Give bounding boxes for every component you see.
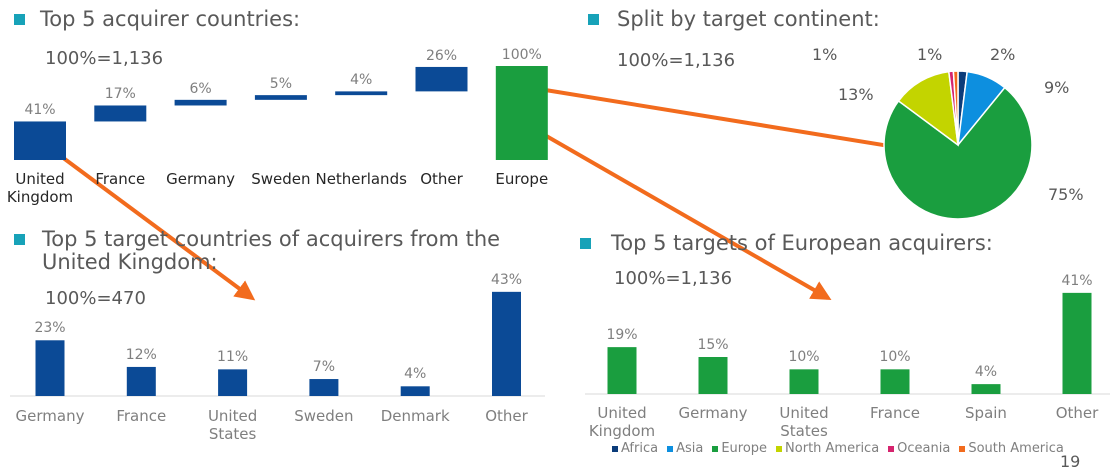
value-label: 4% [404,366,427,383]
category-label: Germany [678,404,748,422]
bullet [580,238,591,249]
legend-marker [712,446,719,452]
value-label: 23% [34,320,66,337]
value-label: 15% [697,337,729,353]
legend-marker [959,446,966,452]
bar [218,369,248,396]
chart-subtitle: 100%=470 [45,288,146,309]
value-label: 17% [104,86,136,103]
bullet [14,14,25,25]
bar [880,369,910,394]
chart-subtitle: 100%=1,136 [617,50,736,71]
pie-slice [897,70,959,147]
legend-marker [612,446,618,452]
value-label: 9% [1044,78,1070,97]
legend-label: Africa [621,441,659,456]
legend-label: North America [785,441,880,456]
chart-subtitle: 100%=1,136 [614,268,733,289]
category-label: United States [207,407,258,443]
chart-title: Top 5 target countries of acquirers from… [42,227,501,274]
category-label: France [870,404,920,422]
bar [971,384,1001,394]
chart-subtitle: 100%=1,136 [45,48,164,69]
value-label: 2% [990,45,1016,64]
chart-title: Split by target continent: [617,7,880,31]
bar [400,386,430,396]
value-label: 41% [1061,272,1093,289]
legend-label: South America [968,441,1064,456]
bar [35,340,65,396]
value-label: 75% [1048,185,1084,204]
bar [495,66,548,160]
category-label: France [116,407,167,425]
arrows [60,86,930,301]
value-label: 41% [24,102,56,119]
value-label: 13% [838,85,874,104]
value-label: 19% [606,327,638,344]
bar [126,366,156,396]
value-label: 10% [788,349,820,366]
chart-title: Top 5 targets of European acquirers: [611,231,993,255]
value-label: 43% [490,271,523,288]
category-label: Other [420,170,463,188]
pie-slice [883,86,1033,220]
value-label: 5% [269,76,292,93]
bar [789,369,819,394]
category-label: Other [1055,404,1099,422]
category-label: United States [779,404,829,440]
category-label: Spain [965,404,1007,422]
bar [335,91,388,96]
category-label: Europe [495,170,549,188]
category-label: Germany [15,407,85,425]
bullet [14,234,25,245]
bullet [588,14,599,25]
bar [698,357,728,394]
category-label: United Kingdom [588,404,656,440]
value-label: 1% [812,45,838,64]
bar [309,379,339,396]
value-label: 6% [189,80,212,97]
bar [94,105,147,122]
category-label: Sweden [294,407,354,425]
bar [415,66,468,92]
category-label: Germany [166,170,236,188]
legend-label: Europe [721,441,768,456]
category-label: Netherlands [315,170,407,188]
value-label: 11% [217,349,249,366]
legend-marker [776,446,783,452]
bar [254,95,307,100]
legend-label: Asia [676,441,704,456]
page-number: 19 [1060,452,1081,468]
value-label: 26% [425,47,458,64]
value-label: 7% [312,359,335,376]
legend-marker [667,446,674,452]
category-label: Denmark [380,407,450,425]
value-label: 10% [879,349,911,366]
pie-slice [952,70,959,146]
category-label: United Kingdom [6,170,74,206]
legend-marker [888,446,895,452]
bar [607,347,637,394]
bar [492,291,521,396]
legend-label: Oceania [897,441,951,456]
arrow [60,155,256,301]
value-label: 4% [350,72,373,89]
category-label: Other [485,407,528,425]
bar [14,121,66,160]
bar [1062,292,1092,394]
value-label: 100% [501,47,542,63]
chart-title: Top 5 acquirer countries: [40,7,301,31]
arrow [521,120,832,300]
value-label: 4% [974,364,998,381]
value-label: 12% [125,346,157,363]
value-label: 1% [917,45,943,64]
bar [174,99,227,106]
category-label: France [95,170,146,188]
category-label: Sweden [251,170,311,188]
arrow [532,86,930,160]
